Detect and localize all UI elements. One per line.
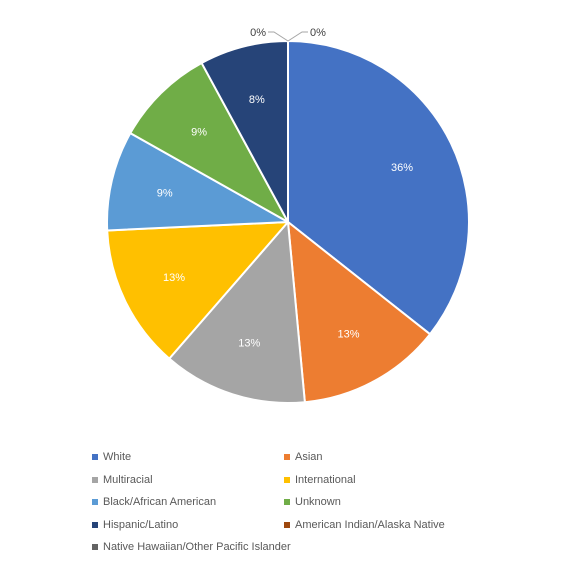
leader-lines bbox=[268, 31, 308, 42]
data-label-black-african-american: 9% bbox=[157, 188, 173, 200]
data-label-native-hawaiian-other-pacific-islander: 0% bbox=[310, 27, 326, 39]
leader-line-american-indian-alaska-native bbox=[268, 31, 289, 42]
legend-item-black-african-american: Black/African American bbox=[92, 494, 216, 510]
data-label-asian: 13% bbox=[337, 328, 359, 340]
legend-item-unknown: Unknown bbox=[284, 494, 341, 510]
pie-slice-asian bbox=[287, 221, 432, 404]
legend-swatch bbox=[92, 499, 98, 505]
legend-swatch bbox=[92, 454, 98, 460]
pie-slice-multiracial bbox=[168, 221, 306, 404]
legend-item-international: International bbox=[284, 472, 356, 488]
legend-swatch bbox=[92, 544, 98, 550]
legend-label: Native Hawaiian/Other Pacific Islander bbox=[103, 541, 291, 553]
pie-slice-white bbox=[287, 40, 470, 336]
legend-label: American Indian/Alaska Native bbox=[295, 518, 445, 531]
data-label-international: 13% bbox=[163, 272, 185, 284]
pie-slice-unknown bbox=[129, 61, 289, 223]
legend-label: International bbox=[295, 473, 356, 486]
legend-swatch bbox=[284, 454, 290, 460]
pie-slice-hispanic-latino bbox=[200, 40, 289, 223]
legend-swatch bbox=[284, 499, 290, 505]
legend-swatch bbox=[284, 476, 290, 483]
data-label-unknown: 9% bbox=[191, 127, 207, 139]
legend-label: Black/African American bbox=[103, 496, 217, 508]
legend-label: White bbox=[103, 451, 132, 463]
legend-label: Hispanic/Latino bbox=[103, 518, 179, 531]
pie-slices bbox=[106, 40, 470, 404]
legend-swatch bbox=[92, 521, 98, 528]
legend-label: Multiracial bbox=[103, 473, 153, 486]
legend-item-american-indian-alaska-native: American Indian/Alaska Native bbox=[284, 517, 445, 533]
pie-slice-black-african-american bbox=[106, 132, 289, 232]
legend-item-asian: Asian bbox=[284, 449, 323, 465]
leader-line-native-hawaiian-other-pacific-islander bbox=[287, 31, 308, 42]
data-label-american-indian-alaska-native: 0% bbox=[250, 27, 266, 39]
legend-label: Asian bbox=[295, 451, 323, 463]
data-label-hispanic-latino: 8% bbox=[249, 94, 265, 106]
legend-item-hispanic-latino: Hispanic/Latino bbox=[92, 517, 178, 533]
data-label-white: 36% bbox=[391, 162, 413, 174]
legend-item-white: White bbox=[92, 449, 131, 465]
legend-swatch bbox=[92, 476, 98, 483]
legend-label: Unknown bbox=[295, 496, 341, 508]
data-labels: 36% 13% 13% 13% 9% 9% 8% 0% 0% bbox=[157, 27, 413, 350]
data-label-multiracial: 13% bbox=[238, 338, 260, 350]
legend-item-native-hawaiian-other-pacific-islander: Native Hawaiian/Other Pacific Islander bbox=[92, 539, 291, 555]
legend-item-multiracial: Multiracial bbox=[92, 472, 153, 488]
pie-slice-international bbox=[106, 221, 289, 360]
legend-swatch bbox=[284, 521, 290, 528]
